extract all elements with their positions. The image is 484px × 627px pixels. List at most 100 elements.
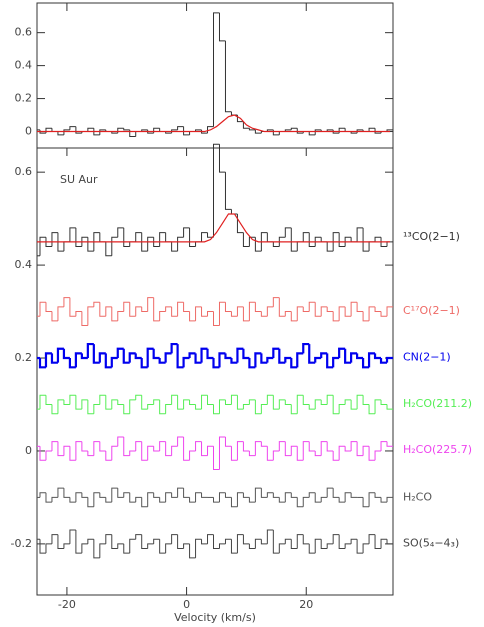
spectrum-channel [93, 301, 100, 307]
spectrum-channel [39, 539, 46, 554]
spectrum-channel [56, 347, 64, 363]
spectrum-channel [266, 232, 274, 243]
spectrum-channel [147, 445, 154, 461]
spectrum-channel [38, 358, 46, 369]
spectrum-channel [75, 227, 82, 248]
spectrum-channel [290, 492, 298, 498]
spectrum-channel [116, 347, 124, 359]
spectrum-channel [374, 306, 382, 313]
spectrum-channel [302, 232, 310, 242]
spectrum-channel [254, 441, 262, 456]
spectrum-channel [117, 488, 124, 498]
spectrum-channel [207, 395, 214, 405]
spectrum-channel [87, 538, 94, 544]
spectrum-channel [93, 539, 100, 559]
spectrum-channel [380, 497, 388, 503]
spectrum-channel [302, 395, 310, 405]
spectrum-channel [171, 306, 178, 317]
spectrum-channel [224, 302, 232, 313]
series-label: CN(2−1) [403, 351, 451, 364]
spectrum-channel [63, 543, 70, 549]
spectrum-channel [213, 497, 220, 503]
spectrum-channel [218, 436, 226, 470]
spectrum-channel [165, 441, 172, 457]
spectrum-channel [332, 450, 340, 461]
spectrum-channel [332, 534, 340, 544]
spectrum-channel [338, 306, 346, 321]
spectrum-channel [260, 441, 268, 447]
spectrum-channel [218, 301, 226, 326]
spectrum-channel [338, 232, 346, 248]
spectrum-channel [326, 353, 334, 369]
spectrum-channel [105, 395, 112, 410]
spectrum-channel [272, 492, 280, 498]
series-label: ¹³CO(2−1) [403, 230, 460, 243]
spectrum-channel [380, 237, 388, 248]
spectrum-channel [272, 395, 280, 410]
spectrum-channel [290, 539, 298, 550]
spectrum-channel [188, 352, 196, 359]
spectrum-channel [278, 297, 286, 317]
spectrum-channel [284, 356, 292, 363]
spectrum-channel [135, 534, 142, 540]
spectrum-channel [123, 437, 130, 457]
spectrum-channel [362, 497, 370, 508]
spectrum-channel [141, 306, 148, 313]
spectrum-channel [356, 539, 364, 554]
spectrum-channel [195, 241, 202, 247]
spectrum-channel [207, 232, 214, 238]
spectrum-channel [195, 306, 202, 321]
spectrum-channel [320, 352, 328, 359]
spectrum-channel [213, 143, 220, 238]
spectrum-channel [201, 539, 208, 545]
spectrum-channel [69, 497, 76, 503]
spectrum-channel [350, 441, 358, 451]
spectrum-channel [39, 301, 46, 317]
spectrum-channel [367, 352, 376, 368]
spectrum-channel [206, 348, 214, 360]
spectrum-channel [224, 40, 232, 113]
spectrum-channel [165, 403, 172, 414]
spectrum-channel [147, 297, 154, 312]
y-tick-label: 0.4 [15, 258, 33, 271]
spectrum-channel [207, 445, 214, 456]
spectrum-channel [45, 302, 52, 313]
spectrum-channel [81, 311, 88, 326]
spectrum-channel [218, 144, 226, 173]
spectrum-channel [314, 450, 322, 457]
spectrum-channel [87, 127, 94, 132]
y-tick-label: 0.2 [15, 351, 33, 364]
spectrum-channel [344, 543, 352, 549]
spectrum-channel [320, 399, 328, 405]
x-tick-label: -20 [58, 598, 76, 611]
spectrum-channel [302, 342, 310, 354]
spectrum-channel [69, 394, 76, 405]
spectrum-channel [69, 446, 76, 461]
spectrum-channel [314, 129, 322, 135]
spectrum-channel [296, 534, 304, 549]
spectrum-channel [171, 394, 178, 405]
spectrum-channel [224, 437, 232, 447]
spectrum-channel [344, 236, 352, 247]
spectrum-channel [81, 543, 88, 554]
spectrum-channel [374, 492, 382, 498]
spectrum-channel [368, 446, 376, 461]
spectrum-channel [338, 497, 346, 503]
spectrum-channel [290, 311, 298, 322]
spectrum-channel [213, 311, 220, 326]
spectrum-channel [320, 237, 328, 243]
spectrum-channel [45, 127, 52, 134]
spectrum-channel [44, 352, 52, 368]
y-tick-label: 0.2 [15, 92, 33, 105]
spectrum-channel [290, 358, 298, 369]
spectrum-channel [242, 306, 250, 322]
spectrum-channel [51, 441, 58, 451]
spectrum-channel [332, 356, 340, 368]
spectrum-channel [230, 539, 238, 554]
spectrum-channel [230, 311, 238, 317]
spectrum-channel [296, 352, 304, 368]
spectrum-channel [254, 302, 262, 313]
spectrum-channel [332, 488, 340, 498]
spectrum-channel [236, 441, 244, 461]
spectrum-channel [320, 306, 328, 317]
